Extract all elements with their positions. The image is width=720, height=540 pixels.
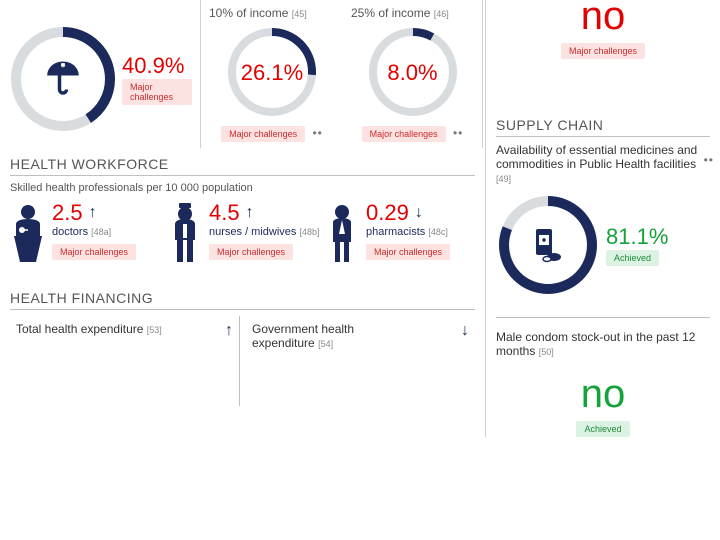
income10-pct: 26.1% bbox=[209, 60, 335, 86]
nurse-icon bbox=[165, 202, 205, 264]
pharmacists-ref: [48c] bbox=[428, 227, 448, 237]
trend-up-icon: ↑ bbox=[246, 204, 254, 222]
pharmacist-icon bbox=[322, 202, 362, 264]
trend-up-icon: ↑ bbox=[89, 204, 97, 222]
fin-gov-label: Government health expenditure bbox=[252, 322, 354, 350]
donut1-badge: Major challenges bbox=[122, 79, 192, 105]
doctors-ref: [48a] bbox=[91, 227, 111, 237]
stockout-badge: Achieved bbox=[576, 421, 629, 437]
doctor-icon bbox=[8, 202, 48, 264]
doctors-badge: Major challenges bbox=[52, 244, 136, 260]
top-no-value: no bbox=[496, 0, 710, 39]
stockout-value: no bbox=[496, 372, 710, 417]
supply-section-title: Supply Chain bbox=[496, 115, 710, 137]
workforce-item-nurses: 4.5 ↑ nurses / midwives [48b] Major chal… bbox=[165, 202, 320, 264]
trend-up-icon: ↑ bbox=[225, 322, 233, 340]
financing-section-title: Health Financing bbox=[10, 288, 475, 310]
nurses-value: 4.5 bbox=[209, 202, 240, 224]
fin-total-ref: [53] bbox=[147, 325, 162, 335]
top-no-badge: Major challenges bbox=[561, 43, 645, 59]
income25-ref: [46] bbox=[434, 9, 449, 19]
income25-badge: Major challenges bbox=[362, 126, 446, 142]
nurses-ref: [48b] bbox=[299, 227, 319, 237]
stockout-ref: [50] bbox=[539, 347, 554, 357]
financing-item-total: Total health expenditure [53] ↑ bbox=[10, 316, 239, 406]
umbrella-icon: + bbox=[42, 58, 84, 100]
doctors-label: doctors bbox=[52, 226, 88, 238]
trend-down-icon: ↓ bbox=[461, 322, 469, 340]
stockout-desc: Male condom stock-out in the past 12 mon… bbox=[496, 330, 695, 358]
nurses-label: nurses / midwives bbox=[209, 226, 296, 238]
dots-icon: •• bbox=[704, 153, 714, 167]
income25-pct: 8.0% bbox=[351, 60, 474, 86]
doctors-value: 2.5 bbox=[52, 202, 83, 224]
income10-title: 10% of income bbox=[209, 6, 288, 20]
supply-availability-desc: Availability of essential medicines and … bbox=[496, 143, 697, 171]
pharmacists-badge: Major challenges bbox=[366, 244, 450, 260]
fin-total-label: Total health expenditure bbox=[16, 322, 143, 336]
income10-ref: [45] bbox=[292, 9, 307, 19]
dots-icon: •• bbox=[312, 126, 322, 140]
supply-availability-ref: [49] bbox=[496, 174, 511, 184]
donut1-pct: 40.9% bbox=[122, 53, 192, 79]
svg-text:+: + bbox=[60, 61, 65, 71]
medicine-icon bbox=[526, 223, 570, 267]
workforce-subcaption: Skilled health professionals per 10 000 … bbox=[10, 182, 475, 194]
workforce-section-title: Health Workforce bbox=[10, 154, 475, 176]
income25-title: 25% of income bbox=[351, 6, 430, 20]
financing-item-gov: Government health expenditure [54] ↓ bbox=[239, 316, 475, 406]
workforce-item-pharmacists: 0.29 ↓ pharmacists [48c] Major challenge… bbox=[322, 202, 477, 264]
income10-badge: Major challenges bbox=[221, 126, 305, 142]
fin-gov-ref: [54] bbox=[318, 339, 333, 349]
workforce-item-doctors: 2.5 ↑ doctors [48a] Major challenges bbox=[8, 202, 163, 264]
pharmacists-value: 0.29 bbox=[366, 202, 409, 224]
supply-pct: 81.1% bbox=[606, 224, 668, 250]
nurses-badge: Major challenges bbox=[209, 244, 293, 260]
dots-icon: •• bbox=[453, 126, 463, 140]
pharmacists-label: pharmacists bbox=[366, 226, 425, 238]
trend-down-icon: ↓ bbox=[415, 204, 423, 222]
supply-badge: Achieved bbox=[606, 250, 659, 266]
